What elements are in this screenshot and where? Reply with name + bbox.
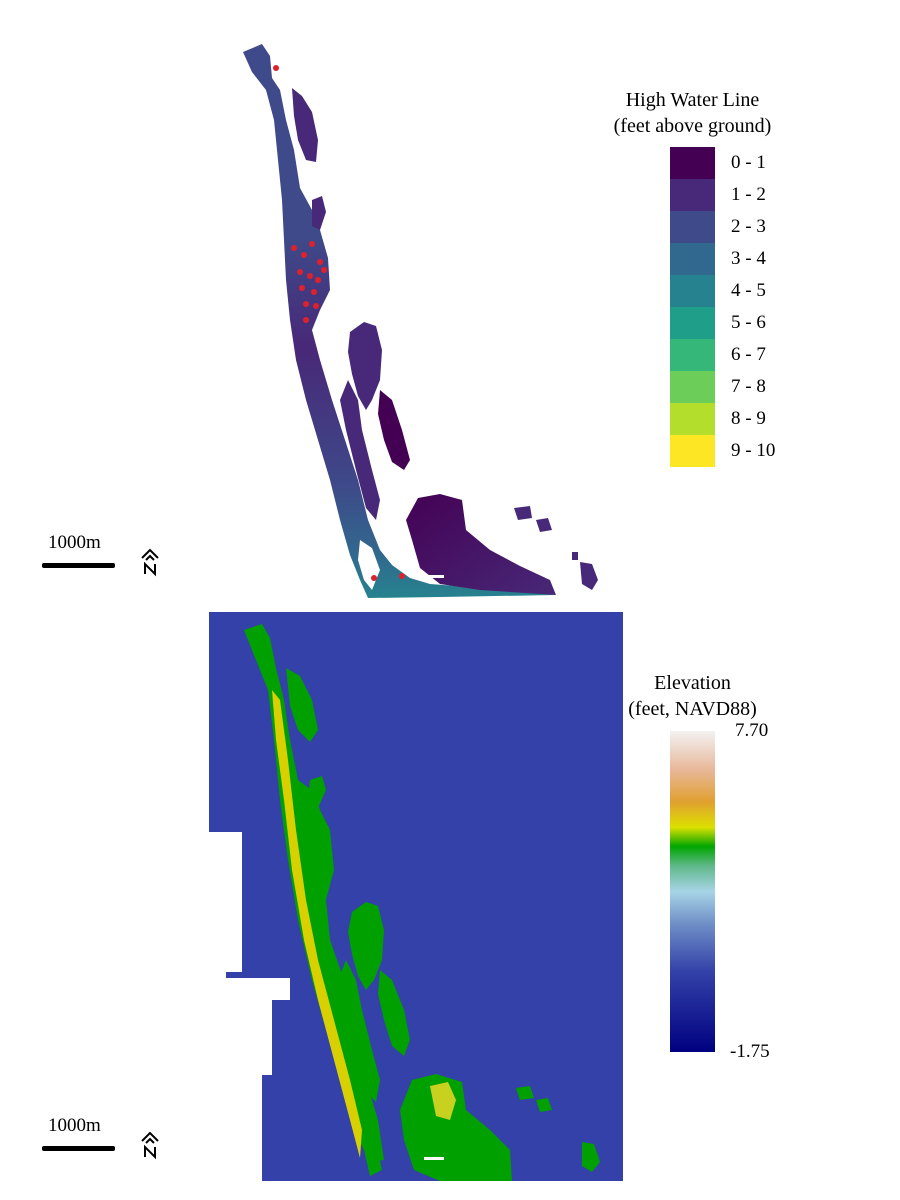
marsh-bit-3 bbox=[580, 562, 598, 590]
observation-points bbox=[273, 65, 405, 581]
barrier-island-shape bbox=[243, 44, 556, 598]
legend-class-label: 4 - 5 bbox=[731, 280, 766, 301]
legend-swatch bbox=[670, 435, 715, 467]
observation-point bbox=[273, 65, 279, 71]
scale-label-bottom: 1000m bbox=[48, 1115, 101, 1136]
observation-point bbox=[321, 267, 327, 273]
land-bit bbox=[582, 1142, 600, 1172]
legend-swatch bbox=[670, 211, 715, 243]
legend-swatch bbox=[670, 275, 715, 307]
land-island-long bbox=[338, 960, 380, 1102]
scale-label-top: 1000m bbox=[48, 532, 101, 553]
observation-point bbox=[301, 252, 307, 258]
north-arrow-icon bbox=[141, 1131, 159, 1160]
observation-point bbox=[313, 303, 319, 309]
land-bit bbox=[536, 1098, 552, 1112]
land-island-inner bbox=[348, 902, 384, 990]
legend-class-label: 3 - 4 bbox=[731, 248, 766, 269]
legend-swatch bbox=[670, 179, 715, 211]
land-lobe-southeast bbox=[400, 1074, 512, 1181]
legend-class-label: 0 - 1 bbox=[731, 152, 766, 173]
elevation-legend-title-line1: Elevation bbox=[654, 672, 731, 694]
legend-class-label: 1 - 2 bbox=[731, 184, 766, 205]
observation-point bbox=[317, 259, 323, 265]
legend-class-label: 8 - 9 bbox=[731, 408, 766, 429]
observation-point bbox=[371, 575, 377, 581]
elevation-legend-title: Elevation (feet, NAVD88) bbox=[590, 670, 795, 722]
land-bit bbox=[516, 1086, 534, 1100]
land-lobe-yellow bbox=[430, 1082, 456, 1120]
observation-point bbox=[291, 245, 297, 251]
marsh-lobe-middle bbox=[312, 196, 326, 230]
marsh-lobe-southeast bbox=[406, 494, 556, 595]
marsh-island-inner bbox=[348, 322, 382, 410]
hwl-legend-title-line1: High Water Line bbox=[625, 89, 760, 111]
beach-ridge bbox=[272, 690, 362, 1158]
scale-bar-bottom bbox=[42, 1146, 115, 1151]
channel bbox=[392, 520, 410, 560]
legend-swatch bbox=[670, 339, 715, 371]
marsh-island-long bbox=[340, 380, 380, 520]
hwl-legend-title-line2: (feet above ground) bbox=[613, 115, 772, 137]
legend-class-label: 5 - 6 bbox=[731, 312, 766, 333]
hwl-legend-title: High Water Line (feet above ground) bbox=[590, 87, 795, 139]
legend-swatch bbox=[670, 307, 715, 339]
observation-point bbox=[303, 317, 309, 323]
elevation-min-label: -1.75 bbox=[730, 1041, 770, 1062]
legend-swatches bbox=[670, 147, 715, 467]
elevation-map bbox=[209, 612, 623, 1181]
elevation-color-bar bbox=[670, 731, 715, 1052]
land-bit bbox=[364, 1150, 382, 1176]
legend-swatch bbox=[670, 403, 715, 435]
channel bbox=[424, 575, 444, 578]
observation-point bbox=[303, 301, 309, 307]
marsh-bit-4 bbox=[572, 552, 578, 560]
marsh-bit-1 bbox=[514, 506, 532, 520]
channel bbox=[424, 1157, 444, 1160]
land-island-east bbox=[378, 970, 410, 1056]
north-arrow-icon bbox=[141, 548, 159, 577]
legend-swatch bbox=[670, 371, 715, 403]
observation-point bbox=[309, 241, 315, 247]
observation-point bbox=[307, 273, 313, 279]
water-area bbox=[209, 612, 623, 1181]
elevation-legend-title-line2: (feet, NAVD88) bbox=[628, 698, 757, 720]
legend-class-label: 6 - 7 bbox=[731, 344, 766, 365]
observation-point bbox=[299, 285, 305, 291]
land-lobe-north bbox=[286, 668, 318, 742]
high-water-line-map bbox=[243, 44, 598, 598]
legend-class-label: 2 - 3 bbox=[731, 216, 766, 237]
land-lobe-middle bbox=[308, 776, 326, 808]
legend-swatch bbox=[670, 243, 715, 275]
marsh-island-east bbox=[378, 390, 410, 470]
observation-point bbox=[297, 269, 303, 275]
legend-class-label: 7 - 8 bbox=[731, 376, 766, 397]
elevation-max-label: 7.70 bbox=[735, 720, 769, 741]
legend-class-label: 9 - 10 bbox=[731, 440, 776, 461]
observation-point bbox=[399, 573, 405, 579]
legend-swatch bbox=[670, 147, 715, 179]
marsh-lobe-north bbox=[292, 88, 318, 162]
observation-point bbox=[315, 277, 321, 283]
scale-bar-top bbox=[42, 563, 115, 568]
marsh-bit-2 bbox=[536, 518, 552, 532]
observation-point bbox=[311, 289, 317, 295]
